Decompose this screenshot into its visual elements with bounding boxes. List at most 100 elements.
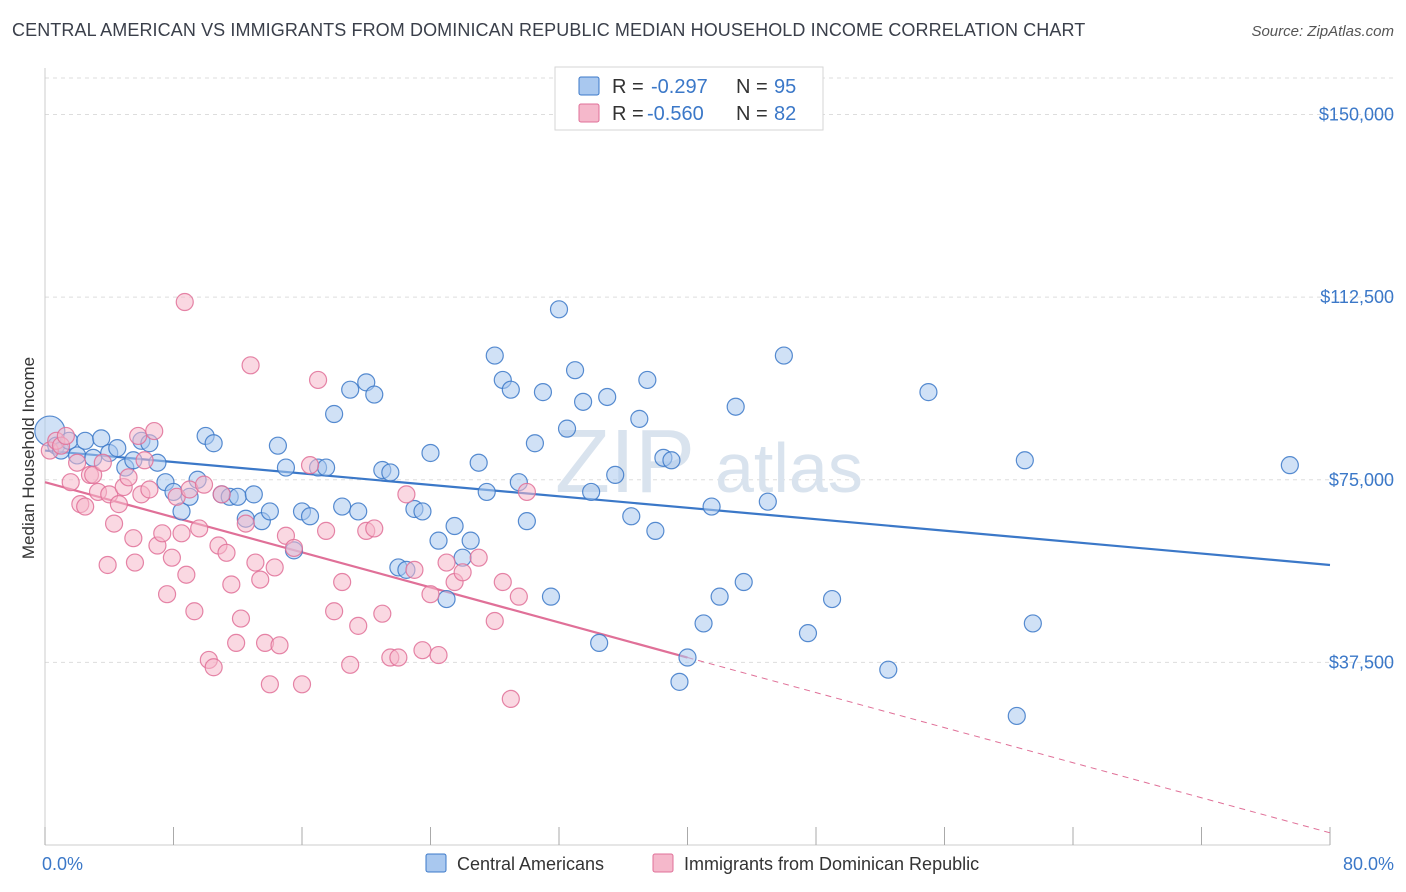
point-dominican-immigrant <box>124 529 143 548</box>
point-central-american <box>590 633 609 653</box>
point-central-american <box>638 370 657 390</box>
correlation-legend: R = -0.297 N = 95 R = -0.560 N = 82 <box>554 66 824 131</box>
point-central-american <box>341 380 360 399</box>
x-tick-label-max: 80.0% <box>1343 854 1394 874</box>
point-central-american <box>429 531 448 550</box>
point-dominican-immigrant <box>231 609 251 628</box>
point-dominican-immigrant <box>56 426 75 446</box>
point-central-american <box>204 434 223 453</box>
legend-r-value-blue: -0.297 <box>651 76 708 98</box>
point-dominican-immigrant <box>316 521 336 540</box>
y-tick-label: $37,500 <box>1329 652 1394 672</box>
point-central-american <box>268 436 288 455</box>
point-central-american <box>92 429 111 448</box>
legend-n-label-pink: N = <box>736 103 768 125</box>
y-tick-labels: $37,500 $75,000 $112,500 $150,000 <box>1319 105 1394 673</box>
chart-title: CENTRAL AMERICAN VS IMMIGRANTS FROM DOMI… <box>12 20 1086 40</box>
legend-n-label-blue: N = <box>736 76 768 98</box>
point-dominican-immigrant <box>119 468 138 487</box>
point-central-american <box>445 516 464 536</box>
point-central-american <box>694 614 713 633</box>
point-dominican-immigrant <box>222 575 241 594</box>
point-dominican-immigrant <box>246 553 265 572</box>
trend-line-pink <box>44 481 688 659</box>
point-dominican-immigrant <box>469 548 488 567</box>
legend-r-label-blue: R = <box>612 76 644 98</box>
point-central-american <box>582 482 601 502</box>
trend-line-blue <box>44 449 1331 567</box>
point-dominican-immigrant <box>365 519 384 538</box>
point-central-american <box>260 502 279 521</box>
point-central-american <box>1023 614 1042 633</box>
point-central-american <box>598 387 617 407</box>
point-dominican-immigrant <box>413 641 432 660</box>
series-legend-swatch-pink <box>652 853 674 873</box>
point-central-american <box>108 439 127 458</box>
point-central-american <box>1015 451 1034 470</box>
point-dominican-immigrant <box>129 426 148 446</box>
point-dominican-immigrant <box>175 292 194 312</box>
point-central-american <box>421 443 440 463</box>
y-tick-label: $75,000 <box>1329 470 1394 490</box>
point-dominican-immigrant <box>421 585 440 604</box>
point-central-american <box>501 380 520 399</box>
point-dominican-immigrant <box>125 553 145 572</box>
point-dominican-immigrant <box>236 514 255 533</box>
point-central-american <box>549 300 569 319</box>
series-legend: Central Americans Immigrants from Domini… <box>425 853 979 874</box>
y-axis-label: Median Household Income <box>19 357 38 559</box>
point-central-american <box>525 434 545 453</box>
point-central-american <box>879 660 898 679</box>
point-central-american <box>662 451 681 470</box>
point-central-american <box>710 587 729 606</box>
point-dominican-immigrant <box>104 514 124 533</box>
series-legend-label-pink: Immigrants from Dominican Republic <box>684 854 979 874</box>
legend-n-value-pink: 82 <box>774 103 796 125</box>
trend-lines <box>44 449 1331 834</box>
point-dominican-immigrant <box>194 475 214 494</box>
point-central-american <box>622 507 641 526</box>
point-dominican-immigrant <box>61 473 80 492</box>
point-dominican-immigrant <box>517 482 536 502</box>
legend-swatch-pink <box>578 103 600 123</box>
point-central-american <box>774 346 793 365</box>
point-dominican-immigrant <box>260 675 279 694</box>
point-central-american <box>325 404 344 424</box>
point-dominican-immigrant <box>177 565 196 584</box>
trend-line-pink-extrapolated <box>687 657 1331 834</box>
point-dominican-immigrant <box>76 497 95 516</box>
point-dominican-immigrant <box>145 421 164 441</box>
watermark-atlas: atlas <box>715 429 863 507</box>
point-dominican-immigrant <box>93 453 112 472</box>
point-central-american <box>228 487 247 506</box>
point-dominican-immigrant <box>300 456 320 475</box>
point-central-american <box>461 531 480 550</box>
point-dominican-immigrant <box>217 543 236 562</box>
point-dominican-immigrant <box>153 524 172 543</box>
legend-r-value-pink: -0.560 <box>647 103 704 125</box>
point-central-american <box>477 482 496 502</box>
point-dominican-immigrant <box>157 585 177 604</box>
point-dominican-immigrant <box>397 485 416 504</box>
point-dominican-immigrant <box>292 675 312 694</box>
point-dominican-immigrant <box>389 648 408 667</box>
point-dominican-immigrant <box>284 538 304 558</box>
legend-swatch-blue <box>578 76 600 96</box>
point-dominican-immigrant <box>109 495 128 514</box>
point-central-american <box>533 383 553 402</box>
point-central-american <box>726 397 745 416</box>
point-dominican-immigrant <box>162 548 181 567</box>
point-dominican-immigrant <box>501 689 520 709</box>
point-central-american <box>541 587 561 606</box>
point-central-american <box>702 497 721 516</box>
point-central-american <box>919 383 938 402</box>
point-dominican-immigrant <box>341 655 360 674</box>
point-dominican-immigrant <box>227 633 246 653</box>
y-tick-label: $112,500 <box>1320 287 1394 307</box>
point-central-american <box>1007 706 1026 726</box>
point-central-american <box>557 419 577 438</box>
point-central-american <box>573 392 593 411</box>
point-central-american <box>630 409 649 428</box>
legend-n-value-blue: 95 <box>774 76 796 98</box>
